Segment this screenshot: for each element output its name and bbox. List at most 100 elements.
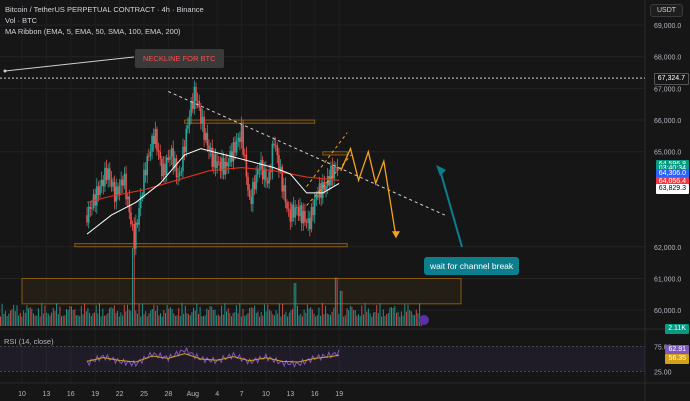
volume-bar [74, 309, 76, 326]
volume-bar [259, 316, 261, 326]
candle-body [123, 173, 126, 186]
volume-bar [376, 305, 378, 326]
candle-body [234, 142, 236, 153]
volume-bar [66, 308, 67, 326]
candle-body [174, 158, 176, 169]
candle-body [239, 137, 241, 143]
volume-bar [386, 314, 388, 326]
volume-bar [351, 306, 353, 326]
volume-bar [245, 314, 247, 326]
candle-body [330, 165, 332, 186]
volume-bar [79, 316, 81, 326]
volume-bar [227, 308, 229, 326]
candle-body [200, 107, 202, 124]
candle-body [148, 156, 150, 157]
candle-body [242, 124, 244, 155]
candle-body [157, 150, 160, 152]
candle-body [307, 218, 309, 223]
price-tick-label: 65,000.0 [654, 150, 681, 157]
rsi-tick-label: 75.00 [654, 345, 672, 352]
volume-bar [333, 307, 335, 326]
volume-bar [222, 314, 224, 326]
channel-break-callout: wait for channel break [424, 257, 520, 275]
volume-bar [34, 315, 36, 326]
volume-bar [207, 310, 209, 326]
volume-bar [64, 315, 66, 326]
volume-bar [310, 307, 312, 326]
volume-bar [9, 310, 11, 326]
candle-body [227, 162, 230, 167]
neckline-pointer-dot [3, 69, 7, 73]
candle-body [214, 153, 217, 169]
volume-bar [247, 313, 249, 326]
price-tick-label: 69,000.0 [654, 23, 681, 30]
volume-bar [194, 310, 196, 326]
volume-bar [407, 304, 409, 326]
volume-bar [396, 312, 397, 326]
volume-bar [80, 306, 82, 326]
price-tick-label: 61,000.0 [654, 276, 681, 283]
candle-body [146, 156, 149, 176]
volume-bar [103, 315, 105, 326]
time-tick-label: 22 [116, 391, 124, 398]
volume-bar [372, 312, 374, 326]
volume-bar [399, 316, 401, 326]
candle-body [203, 116, 205, 141]
candle-body [312, 206, 314, 216]
volume-bar [85, 311, 87, 326]
candle-body [297, 207, 300, 217]
time-tick-label: 16 [311, 391, 319, 398]
volume-bar [28, 308, 29, 326]
volume-bar [389, 307, 391, 326]
candle-body [109, 168, 111, 180]
volume-bar [326, 313, 328, 326]
volume-bar [11, 309, 13, 326]
candle-body [331, 165, 334, 179]
volume-bar [105, 315, 107, 326]
volume-bar [136, 313, 138, 326]
volume-bar [404, 304, 406, 326]
volume-bar [62, 315, 64, 326]
rsi-band [0, 346, 645, 372]
volume-bar [234, 312, 236, 326]
volume-bar [141, 303, 143, 326]
volume-bar [26, 305, 28, 326]
volume-bar [316, 315, 318, 326]
rsi-indicator-label: RSI (14, close) [4, 337, 54, 346]
candle-body [118, 185, 121, 196]
candle-body [143, 169, 145, 195]
volume-bar [171, 309, 173, 326]
volume-bar [354, 310, 356, 326]
volume-bar [402, 315, 404, 326]
candle-body [279, 166, 282, 172]
volume-bar [265, 311, 267, 326]
currency-unit-button[interactable]: USDT [650, 4, 684, 17]
volume-bar [201, 316, 203, 326]
volume-bar [174, 316, 176, 326]
candle-body [162, 163, 165, 177]
volume-bar [37, 308, 39, 326]
neckline-label: NECKLINE FOR BTC [135, 49, 224, 68]
time-tick-label: 13 [43, 391, 51, 398]
candle-body [99, 185, 101, 196]
volume-bar [382, 309, 384, 326]
candle-body [112, 181, 114, 187]
time-tick-label: 10 [262, 391, 270, 398]
candle-body [113, 181, 116, 202]
candle-body [198, 100, 201, 108]
candle-body [247, 176, 249, 191]
volume-bar [92, 313, 94, 326]
volume-bar [145, 311, 147, 326]
volume-bar [364, 303, 366, 326]
volume-bar [338, 313, 340, 326]
volume-bar [290, 310, 292, 326]
price-badge: 67,324.7 [653, 73, 689, 86]
volume-bar [41, 302, 43, 326]
volume-bar [226, 311, 227, 326]
ema50-line [86, 148, 340, 235]
volume-bar [169, 307, 171, 326]
time-tick-label: 13 [287, 391, 295, 398]
candle-body [149, 151, 152, 157]
candle-body [323, 182, 326, 191]
candle-body [211, 147, 214, 167]
